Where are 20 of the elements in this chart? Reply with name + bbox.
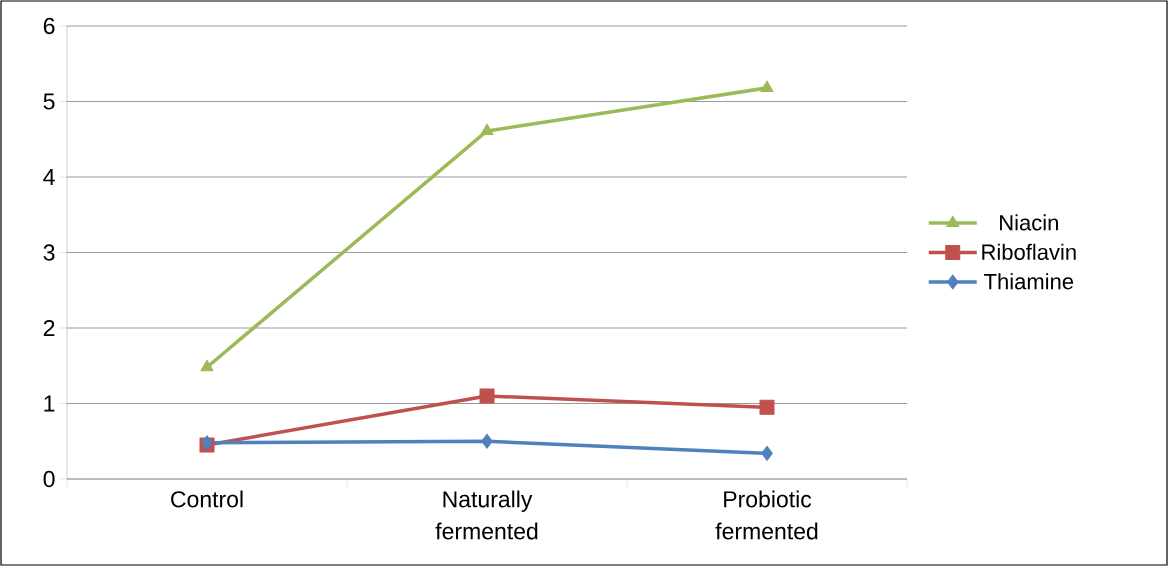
point	[760, 80, 774, 92]
point	[200, 359, 214, 372]
y-tick-label: 1	[44, 395, 55, 412]
y-tick-label: 3	[43, 244, 55, 261]
y-tick-label: 4	[43, 169, 55, 185]
legend-label: Niacin	[1000, 214, 1058, 231]
x-tick-label: Control	[171, 490, 243, 508]
point	[759, 399, 775, 415]
point	[761, 445, 773, 461]
y-tick-label: 0	[43, 470, 55, 488]
legend-label: Riboflavin	[982, 243, 1076, 260]
y-tick-label: 6	[43, 17, 55, 35]
x-tick-label: Naturally fermented	[435, 490, 538, 540]
legend-label: Thiamine	[984, 273, 1074, 290]
y-tick-label: 5	[43, 93, 55, 110]
point	[481, 433, 493, 449]
point	[479, 388, 495, 404]
x-tick-label: Probiotic fermented	[715, 490, 818, 540]
point	[480, 123, 494, 135]
y-tick-label: 2	[43, 319, 55, 337]
